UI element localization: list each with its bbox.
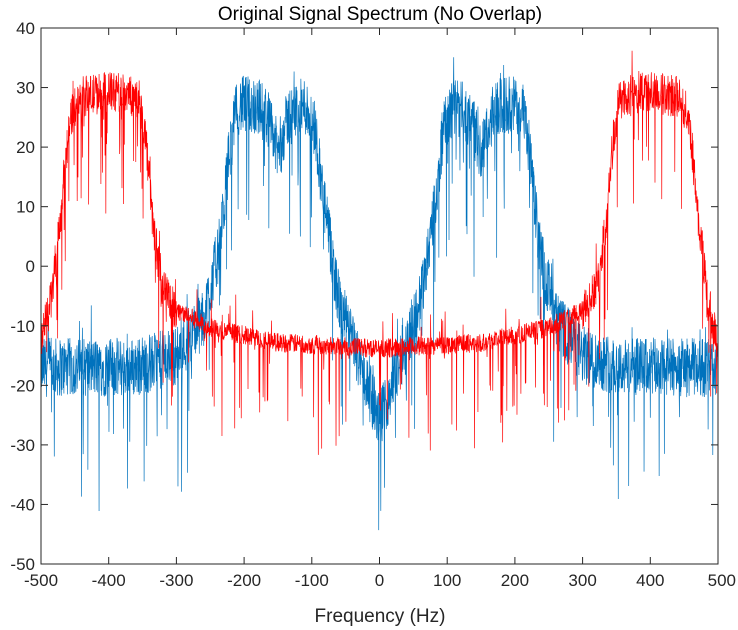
y-tick-label: 0 — [26, 257, 35, 276]
x-tick-label: 0 — [375, 571, 384, 590]
chart-title: Original Signal Spectrum (No Overlap) — [218, 4, 542, 25]
y-tick-label: -30 — [10, 436, 35, 455]
red-spectrum-line — [41, 50, 718, 455]
x-tick-label: 100 — [433, 571, 461, 590]
y-tick-label: -50 — [10, 555, 35, 574]
x-axis-ticks: -500 -400 -300 -200 -100 0 100 200 300 400 500 — [24, 28, 736, 590]
x-tick-label: 400 — [636, 571, 664, 590]
x-tick-label: -200 — [227, 571, 261, 590]
plot-series — [41, 50, 718, 531]
x-tick-label: -500 — [24, 571, 58, 590]
y-axis-ticks: -50 -40 -30 -20 -10 0 10 20 30 40 — [10, 19, 718, 574]
y-tick-label: -40 — [10, 495, 35, 514]
y-tick-label: -20 — [10, 376, 35, 395]
x-tick-label: 300 — [568, 571, 596, 590]
x-tick-label: 500 — [708, 571, 736, 590]
y-tick-label: 20 — [16, 138, 35, 157]
x-tick-label: -300 — [159, 571, 193, 590]
x-axis-label: Frequency (Hz) — [315, 606, 446, 627]
y-tick-label: 30 — [16, 79, 35, 98]
x-tick-label: -400 — [92, 571, 126, 590]
x-tick-label: -100 — [295, 571, 329, 590]
y-tick-label: 40 — [16, 19, 35, 38]
y-tick-label: 10 — [16, 198, 35, 217]
x-tick-label: 200 — [501, 571, 529, 590]
y-tick-label: -10 — [10, 317, 35, 336]
